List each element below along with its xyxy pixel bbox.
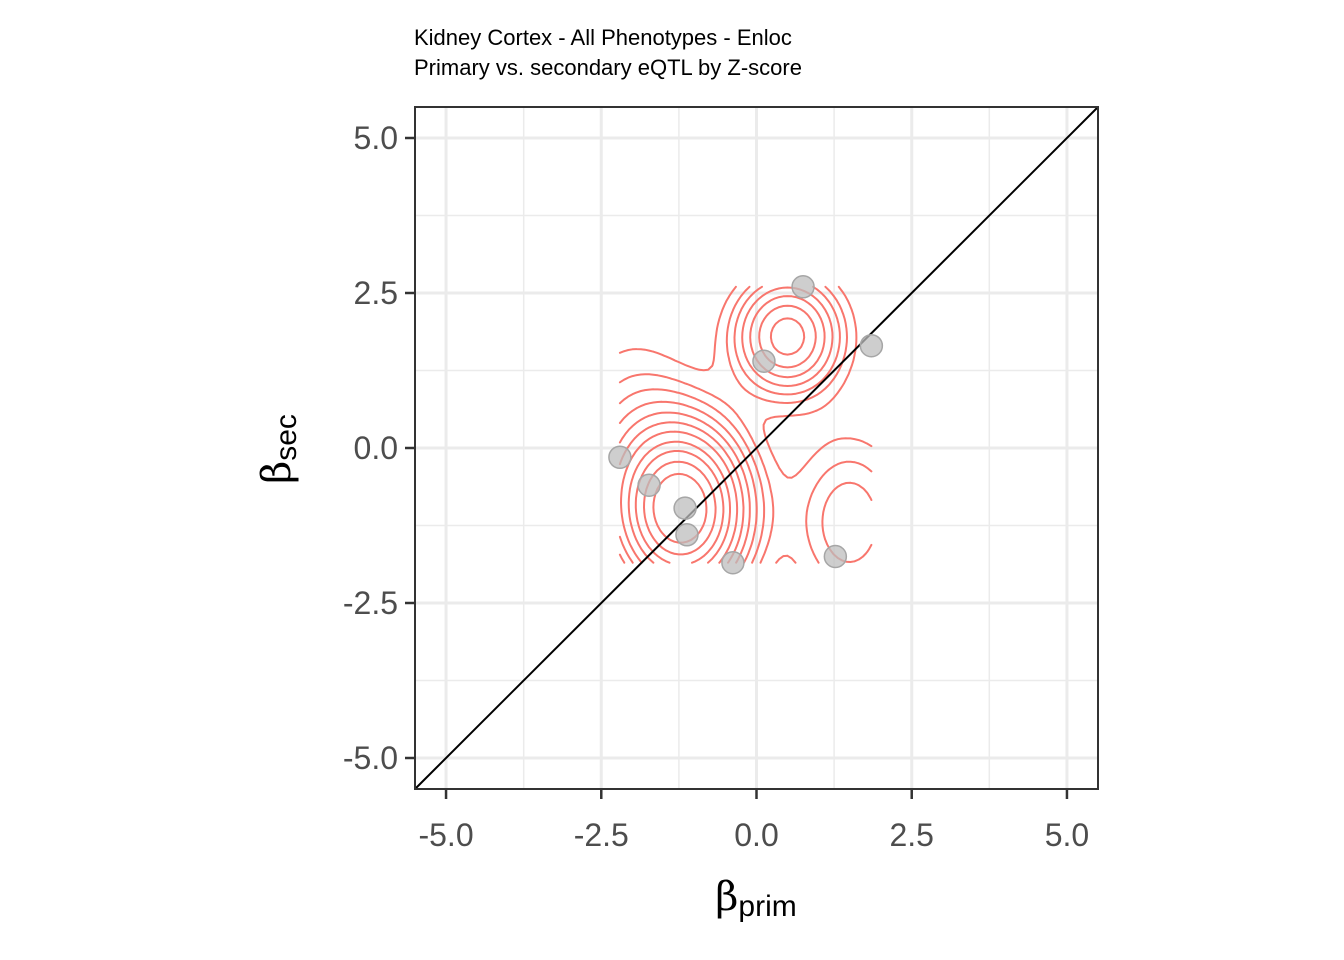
x-tick-label: 2.5 (889, 817, 933, 853)
x-tick-label: 5.0 (1045, 817, 1089, 853)
y-axis-title-symbol: β (254, 461, 300, 484)
y-tick-label: 0.0 (354, 430, 398, 466)
contour-line (643, 460, 717, 556)
y-tick-label: 2.5 (354, 275, 398, 311)
y-axis: -5.0 -2.5 0.0 2.5 5.0 (343, 120, 415, 776)
contour-line (627, 440, 731, 564)
y-tick-label: -5.0 (343, 740, 398, 776)
data-point (673, 496, 697, 520)
x-tick-label: 0.0 (734, 817, 778, 853)
data-point (823, 544, 848, 569)
y-axis-title: βsec (254, 414, 303, 484)
x-axis-title-symbol: β (715, 874, 738, 920)
contour-line (618, 285, 873, 564)
contour-line (618, 285, 873, 564)
data-point (675, 523, 699, 547)
data-point (637, 473, 661, 497)
contour-line (634, 450, 725, 564)
x-tick-label: -2.5 (574, 817, 629, 853)
y-axis-title-subscript: sec (270, 414, 303, 461)
y-tick-label: 5.0 (354, 120, 398, 156)
data-point (859, 333, 884, 358)
x-axis: -5.0 -2.5 0.0 2.5 5.0 (418, 789, 1089, 853)
x-axis-title: βprim (715, 874, 796, 923)
chart-title: Kidney Cortex - All Phenotypes - Enloc (414, 25, 792, 50)
data-point (752, 349, 776, 373)
identity-line (414, 106, 1099, 790)
grid-lines (415, 107, 1098, 789)
contour-line (618, 304, 817, 564)
data-point (721, 550, 745, 575)
data-point (791, 275, 815, 299)
contour-line (618, 285, 873, 564)
chart-subtitle: Primary vs. secondary eQTL by Z-score (414, 55, 802, 80)
x-axis-title-subscript: prim (738, 890, 796, 923)
density-contours (618, 285, 873, 564)
y-tick-label: -2.5 (343, 585, 398, 621)
scatter-points (608, 275, 884, 575)
contour-line (618, 286, 834, 564)
data-point (608, 445, 632, 470)
x-tick-label: -5.0 (418, 817, 473, 853)
